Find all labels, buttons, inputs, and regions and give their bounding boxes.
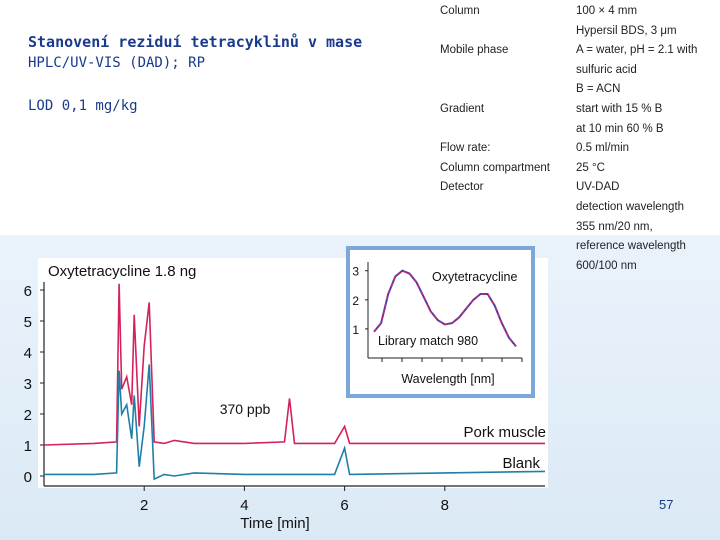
- param-value: detection wavelength: [576, 200, 685, 213]
- param-value: UV-DAD: [576, 181, 620, 194]
- x-tick-label: 8: [441, 497, 449, 514]
- param-value: 600/100 nm: [576, 259, 637, 272]
- inset-annotation: Library match 980: [378, 334, 478, 348]
- x-axis-label: Time [min]: [240, 515, 309, 532]
- param-value: at 10 min 60 % B: [576, 122, 664, 135]
- method-parameters: Column 100 × 4 mm Hypersil BDS, 3 μm Mobile…: [440, 2, 720, 276]
- series-line-0: [43, 283, 545, 446]
- param-row: detection wavelength: [440, 198, 720, 218]
- y-tick-label: 4: [24, 345, 32, 362]
- y-tick-label: 0: [24, 469, 32, 486]
- param-row: Gradient start with 15 % B: [440, 100, 720, 120]
- inset-y-tick-label: 1: [352, 323, 359, 337]
- inset-x-label: Wavelength [nm]: [401, 372, 494, 386]
- param-value: reference wavelength: [576, 240, 686, 253]
- x-tick-label: 6: [340, 497, 348, 514]
- lod-text: LOD 0,1 mg/kg: [28, 98, 138, 114]
- inset-y-tick-label: 3: [352, 265, 359, 279]
- param-row: reference wavelength: [440, 237, 720, 257]
- param-row: Hypersil BDS, 3 μm: [440, 22, 720, 42]
- param-value: A = water, pH = 2.1 with: [576, 44, 698, 57]
- param-key: Column compartment: [440, 161, 550, 174]
- param-value: 355 nm/20 nm,: [576, 220, 653, 233]
- legend-pork-muscle: Pork muscle: [463, 424, 546, 441]
- inset-y-tick-label: 2: [352, 294, 359, 308]
- y-tick-label: 3: [24, 376, 32, 393]
- param-row: 600/100 nm: [440, 257, 720, 277]
- param-value: start with 15 % B: [576, 102, 663, 115]
- param-key: Flow rate:: [440, 142, 491, 155]
- series-line-1: [44, 364, 546, 481]
- param-row: B = ACN: [440, 80, 720, 100]
- page-number: 57: [659, 497, 674, 512]
- param-row: 355 nm/20 nm,: [440, 218, 720, 238]
- param-row: Column compartment 25 °C: [440, 159, 720, 179]
- param-row: Detector UV-DAD: [440, 178, 720, 198]
- spectrum-line-a: [373, 269, 517, 347]
- param-value: 0.5 ml/min: [576, 142, 630, 155]
- slide-title: Stanovení reziduí tetracyklinů v mase: [28, 33, 363, 51]
- param-key: Detector: [440, 181, 484, 194]
- param-key: Mobile phase: [440, 44, 509, 57]
- y-tick-label: 1: [24, 438, 32, 455]
- legend-blank: Blank: [502, 455, 540, 472]
- y-tick-label: 6: [24, 283, 32, 300]
- param-value: 100 × 4 mm: [576, 5, 638, 17]
- param-value: sulfuric acid: [576, 63, 637, 76]
- param-row: Mobile phase A = water, pH = 2.1 with: [440, 41, 720, 61]
- param-row: at 10 min 60 % B: [440, 120, 720, 140]
- param-row: Flow rate: 0.5 ml/min: [440, 139, 720, 159]
- param-value: Hypersil BDS, 3 μm: [576, 24, 677, 37]
- param-key: Column: [440, 5, 480, 17]
- param-key: Gradient: [440, 102, 485, 115]
- param-row: sulfuric acid: [440, 61, 720, 81]
- annotation-ppb: 370 ppb: [220, 401, 271, 417]
- param-row: Column 100 × 4 mm: [440, 2, 720, 22]
- y-tick-label: 2: [24, 407, 32, 424]
- slide-subtitle: HPLC/UV-VIS (DAD); RP: [28, 55, 206, 71]
- param-value: B = ACN: [576, 83, 621, 96]
- chart-title: Oxytetracycline 1.8 ng: [48, 263, 196, 280]
- param-value: 25 °C: [576, 161, 605, 174]
- x-tick-label: 4: [240, 497, 248, 514]
- inset-title: Oxytetracycline: [432, 270, 517, 284]
- x-tick-label: 2: [140, 497, 148, 514]
- y-tick-label: 5: [24, 314, 32, 331]
